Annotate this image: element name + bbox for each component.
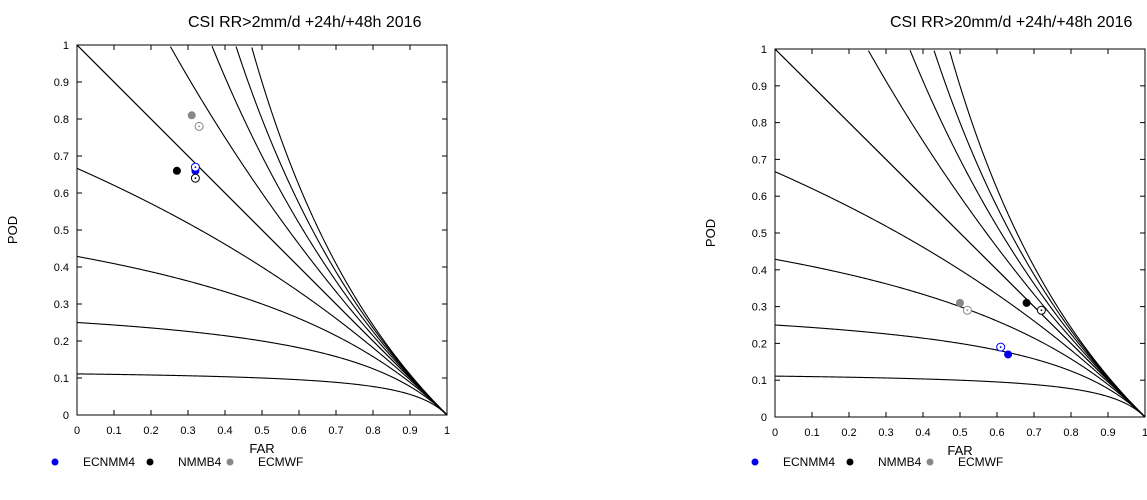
x-tick-label: 0.5: [254, 425, 269, 437]
y-tick-label: 0.1: [752, 375, 767, 387]
x-tick-label: 0.1: [804, 427, 819, 439]
point-ecmwf-filled: [187, 111, 196, 120]
y-tick-label: 0.9: [752, 81, 767, 93]
point-nmmb4-open-center: [1040, 309, 1043, 312]
legend-label-ecnmm4: ECNMM4: [83, 455, 135, 469]
chart-title: CSI RR>20mm/d +24h/+48h 2016: [890, 14, 1132, 31]
y-tick-label: 0: [761, 412, 767, 424]
csi-isoline-7: [211, 46, 448, 416]
x-tick-label: 0.7: [1026, 427, 1041, 439]
x-tick-label: 1: [1142, 427, 1147, 439]
point-ecnmm4-filled: [1004, 350, 1013, 359]
bias-diagonal: [774, 48, 1146, 418]
legend-marker-nmmb4: [846, 458, 854, 466]
y-tick-label: 0.2: [752, 338, 767, 350]
x-tick-label: 0: [74, 425, 80, 437]
csi-isoline-6: [867, 50, 1146, 418]
x-tick-label: 0.4: [915, 427, 930, 439]
csi-isoline-1: [774, 375, 1146, 418]
legend-marker-nmmb4: [146, 458, 154, 466]
y-tick-label: 0.8: [752, 118, 767, 130]
x-axis-label: FAR: [947, 443, 972, 458]
csi-isoline-3: [774, 258, 1146, 418]
y-tick-label: 0.6: [54, 188, 69, 200]
y-tick-label: 0.2: [54, 336, 69, 348]
csi-chart-rr2mm: CSI RR>2mm/d +24h/+48h 2016 00 0.1 0.1 0.2 0.…: [5, 14, 450, 469]
y-tick-label: 0.8: [54, 114, 69, 126]
point-ecmwf-open-center: [966, 309, 969, 312]
point-ecmwf-filled: [956, 298, 964, 307]
x-tick-label: 0.2: [841, 427, 856, 439]
csi-isoline-2: [774, 324, 1146, 418]
csi-isoline-9: [949, 51, 1146, 418]
y-tick-label: 0.7: [752, 154, 767, 166]
x-tick-label: 0.1: [106, 425, 121, 437]
csi-isoline-6: [169, 46, 448, 416]
csi-isoline-4: [76, 167, 448, 416]
y-tick-label: 0.9: [54, 77, 69, 89]
legend-label-nmmb4: NMMB4: [178, 455, 222, 469]
csi-isoline-4: [774, 171, 1146, 418]
x-tick-label: 0.8: [365, 425, 380, 437]
y-tick-label: 1: [63, 40, 69, 52]
y-tick-label: 0.6: [752, 191, 767, 203]
legend-label-nmmb4: NMMB4: [878, 455, 922, 469]
point-ecnmm4-open-center: [999, 346, 1002, 348]
y-tick-label: 1: [761, 44, 767, 56]
x-tick-label: 0.6: [291, 425, 306, 437]
x-tick-label: 0.8: [1063, 427, 1078, 439]
y-tick-label: 0: [63, 410, 69, 422]
csi-isoline-2: [76, 321, 448, 416]
x-tick-label: 1: [444, 425, 450, 437]
x-tick-label: 0.9: [402, 425, 417, 437]
y-tick-label: 0.4: [54, 262, 69, 274]
csi-isoline-1: [76, 373, 448, 416]
x-tick-label: 0.9: [1100, 427, 1115, 439]
x-tick-label: 0.7: [328, 425, 343, 437]
legend-marker-ecmwf: [226, 458, 234, 466]
csi-isoline-9: [251, 47, 448, 416]
x-tick-label: 0.6: [989, 427, 1004, 439]
y-axis-label: POD: [703, 219, 718, 247]
y-tick-label: 0.3: [752, 302, 767, 314]
x-tick-label: 0.3: [878, 427, 893, 439]
y-tick-label: 0.4: [752, 265, 767, 277]
legend-label-ecmwf: ECMWF: [258, 455, 303, 469]
csi-chart-rr20mm: CSI RR>20mm/d +24h/+48h 2016 00 0.1 0.1 0.2 0…: [703, 14, 1147, 469]
y-axis-label: POD: [5, 216, 20, 244]
x-tick-label: 0: [772, 427, 778, 439]
x-tick-label: 0.3: [180, 425, 195, 437]
y-tick-label: 0.7: [54, 151, 69, 163]
x-axis-label: FAR: [249, 441, 274, 456]
point-nmmb4-open-center: [194, 177, 197, 180]
point-ecmwf-open-center: [198, 125, 201, 128]
point-nmmb4-filled: [172, 166, 181, 175]
y-tick-label: 0.5: [54, 225, 69, 237]
csi-isoline-3: [76, 255, 448, 416]
csi-isoline-7: [909, 49, 1146, 418]
x-tick-label: 0.4: [217, 425, 232, 437]
chart-title: CSI RR>2mm/d +24h/+48h 2016: [188, 14, 422, 31]
x-tick-label: 0.5: [952, 427, 967, 439]
x-tick-label: 0.2: [143, 425, 158, 437]
y-tick-label: 0.1: [54, 373, 69, 385]
point-nmmb4-filled: [1022, 298, 1031, 307]
bias-diagonal: [76, 44, 448, 416]
legend-marker-ecnmm4: [751, 458, 759, 466]
legend-label-ecnmm4: ECNMM4: [783, 455, 835, 469]
legend-marker-ecnmm4: [51, 458, 59, 466]
y-tick-label: 0.3: [54, 299, 69, 311]
point-ecnmm4-open-center: [194, 166, 197, 169]
y-tick-label: 0.5: [752, 228, 767, 240]
legend-marker-ecmwf: [926, 458, 934, 466]
legend-label-ecmwf: ECMWF: [958, 455, 1003, 469]
